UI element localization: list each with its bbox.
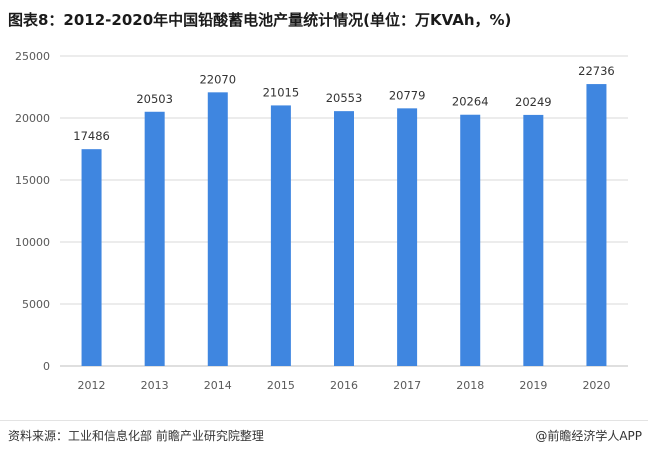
bar-value-label: 20553: [326, 91, 363, 105]
bar: [523, 114, 544, 366]
bar-value-label: 20264: [452, 95, 489, 109]
footer: 资料来源：工业和信息化部 前瞻产业研究院整理 @前瞻经济学人APP: [0, 420, 648, 447]
bar-value-label: 20779: [389, 88, 426, 102]
y-tick-label: 10000: [15, 236, 50, 249]
y-tick-label: 15000: [15, 174, 50, 187]
bar-value-label: 22070: [199, 72, 236, 86]
x-tick-label: 2015: [267, 379, 295, 392]
y-tick-label: 0: [43, 360, 50, 373]
data-labels: 17486 20503 22070 21015 20553 20779 20264 20249…: [73, 64, 614, 143]
bar-value-label: 17486: [73, 129, 110, 143]
chart-title: 图表8：2012-2020年中国铅酸蓄电池产量统计情况(单位：万KVAh，%): [8, 11, 512, 29]
x-tick-label: 2019: [519, 379, 547, 392]
y-tick-label: 5000: [22, 298, 50, 311]
x-tick-label: 2017: [393, 379, 421, 392]
x-tick-label: 2014: [204, 379, 232, 392]
y-axis-ticks: 0 5000 10000 15000 20000 25000: [15, 50, 50, 373]
bar-chart: 0 5000 10000 15000 20000 25000 17486 20503 2207…: [15, 50, 628, 392]
bar: [397, 108, 418, 367]
bar-value-label: 20249: [515, 95, 552, 109]
bar: [207, 92, 228, 366]
bars: [81, 84, 607, 367]
y-tick-label: 25000: [15, 50, 50, 63]
bar: [460, 114, 481, 366]
brand-note: @前瞻经济学人APP: [535, 429, 642, 443]
x-axis-ticks: 2012 2013 2014 2015 2016 2017 2018 2019 2020: [78, 379, 611, 392]
bar: [144, 111, 165, 366]
bar: [81, 149, 102, 366]
x-tick-label: 2013: [141, 379, 169, 392]
bar-value-label: 20503: [136, 92, 173, 106]
bar: [270, 105, 291, 366]
x-tick-label: 2020: [582, 379, 610, 392]
x-tick-label: 2012: [78, 379, 106, 392]
x-tick-label: 2016: [330, 379, 358, 392]
bar: [334, 111, 354, 367]
bar-value-label: 22736: [578, 64, 615, 78]
bar: [586, 84, 607, 366]
x-tick-label: 2018: [456, 379, 484, 392]
y-tick-label: 20000: [15, 112, 50, 125]
source-note: 资料来源：工业和信息化部 前瞻产业研究院整理: [8, 429, 264, 443]
bar-value-label: 21015: [263, 85, 300, 99]
chart-area: 0 5000 10000 15000 20000 25000 17486 20503 2207…: [0, 40, 648, 400]
